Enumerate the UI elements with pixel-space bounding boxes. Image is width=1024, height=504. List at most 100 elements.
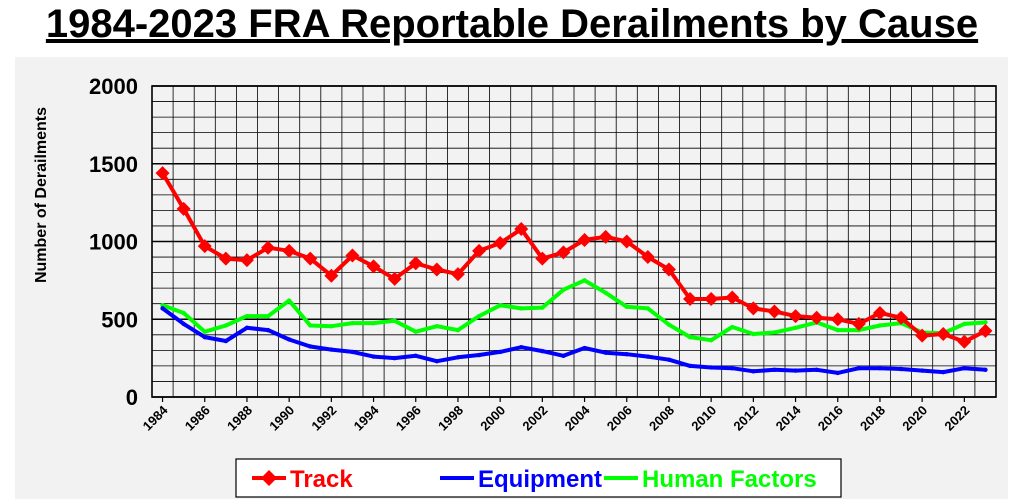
equipment-point — [350, 349, 355, 355]
human-factors-point — [772, 330, 777, 335]
track-point — [366, 259, 381, 274]
equipment-legend-label: Equipment — [478, 466, 602, 493]
legend: Track Equipment Human Factors — [235, 458, 842, 498]
equipment-point — [624, 352, 629, 357]
equipment-point — [497, 349, 503, 355]
equipment-point — [371, 354, 376, 359]
track-point — [303, 251, 318, 266]
x-tick-label: 2006 — [604, 403, 635, 434]
equipment-point — [286, 337, 292, 342]
track-point — [535, 251, 550, 266]
x-axis-ticks: 1984 1986 1988 1990 1992 1994 1996 1998 2000 2002… — [140, 397, 972, 434]
track-point — [197, 239, 212, 254]
track-point — [788, 309, 803, 324]
equipment-series-line — [161, 306, 986, 375]
track-point — [915, 328, 930, 343]
equipment-point — [898, 366, 904, 372]
equipment-point — [223, 338, 229, 344]
human-factors-point — [666, 322, 672, 327]
track-point — [746, 301, 761, 316]
equipment-point — [645, 354, 651, 359]
x-tick-label: 2002 — [519, 403, 550, 434]
equipment-point — [455, 355, 461, 360]
track-point — [830, 312, 845, 327]
equipment-point — [160, 306, 165, 311]
human-factors-point — [371, 320, 376, 326]
human-factors-point — [561, 287, 566, 292]
track-point — [872, 306, 887, 321]
track-point — [894, 310, 909, 325]
track-point — [429, 262, 444, 277]
x-tick-label: 1990 — [266, 403, 297, 434]
x-tick-label: 2008 — [646, 403, 677, 434]
track-point — [704, 292, 719, 307]
equipment-point — [941, 369, 946, 375]
equipment-point — [730, 366, 735, 371]
track-point — [640, 250, 655, 265]
equipment-point — [877, 366, 883, 371]
equipment-point — [519, 345, 524, 350]
track-point — [345, 248, 360, 263]
human-factors-point — [645, 306, 651, 311]
equipment-point — [202, 334, 207, 340]
equipment-point — [772, 367, 777, 372]
equipment-point — [793, 368, 798, 373]
track-point — [155, 166, 170, 181]
y-tick-label: 500 — [101, 307, 138, 332]
track-point — [450, 267, 465, 282]
human-factors-point — [624, 304, 629, 310]
y-tick-label: 1000 — [89, 230, 138, 255]
equipment-point — [856, 366, 862, 371]
human-factors-point — [202, 329, 207, 334]
equipment-point — [603, 350, 608, 355]
x-tick-label: 2018 — [857, 403, 888, 434]
track-point — [978, 323, 993, 338]
x-tick-label: 1994 — [351, 402, 383, 434]
human-factors-point — [350, 320, 355, 326]
track-point — [936, 327, 951, 342]
human-factors-point — [308, 323, 313, 328]
track-point — [387, 271, 402, 286]
track-point — [957, 334, 972, 349]
human-factors-point — [687, 334, 693, 340]
legend-box — [235, 458, 842, 498]
y-tick-label: 2000 — [89, 74, 138, 99]
track-point — [493, 236, 508, 251]
human-factors-point — [476, 313, 482, 319]
human-factors-point — [244, 313, 250, 319]
equipment-point — [814, 367, 819, 372]
equipment-point — [540, 348, 545, 354]
track-point — [324, 268, 339, 283]
series-lines — [155, 166, 993, 376]
human-factors-point — [582, 278, 587, 283]
track-point — [472, 243, 487, 258]
equipment-point — [835, 370, 840, 376]
x-tick-label: 1998 — [435, 403, 466, 434]
equipment-point — [582, 345, 587, 351]
human-factors-point — [877, 323, 883, 328]
human-factors-point — [983, 320, 988, 325]
track-point — [598, 229, 613, 244]
human-factors-point — [434, 324, 440, 329]
y-axis-ticks: 0 500 1000 1500 2000 — [89, 74, 138, 410]
human-factors-point — [962, 321, 967, 327]
x-tick-label: 1988 — [224, 403, 255, 434]
equipment-point — [708, 365, 714, 370]
track-point — [261, 240, 276, 255]
track-point — [767, 304, 782, 319]
track-point — [176, 201, 191, 216]
human-factors-point — [329, 324, 334, 329]
human-factors-point — [835, 327, 840, 333]
human-factors-legend-label: Human Factors — [642, 466, 817, 493]
x-tick-label: 1986 — [182, 403, 213, 434]
x-tick-label: 1992 — [308, 403, 339, 434]
x-tick-label: 2004 — [562, 402, 594, 434]
equipment-point — [265, 327, 271, 333]
track-point — [408, 256, 423, 271]
plot-border — [151, 85, 997, 398]
equipment-point — [666, 357, 672, 362]
equipment-point — [919, 368, 925, 373]
x-tick-label: 2020 — [899, 403, 930, 434]
human-factors-point — [455, 327, 461, 333]
human-factors-point — [286, 298, 292, 303]
